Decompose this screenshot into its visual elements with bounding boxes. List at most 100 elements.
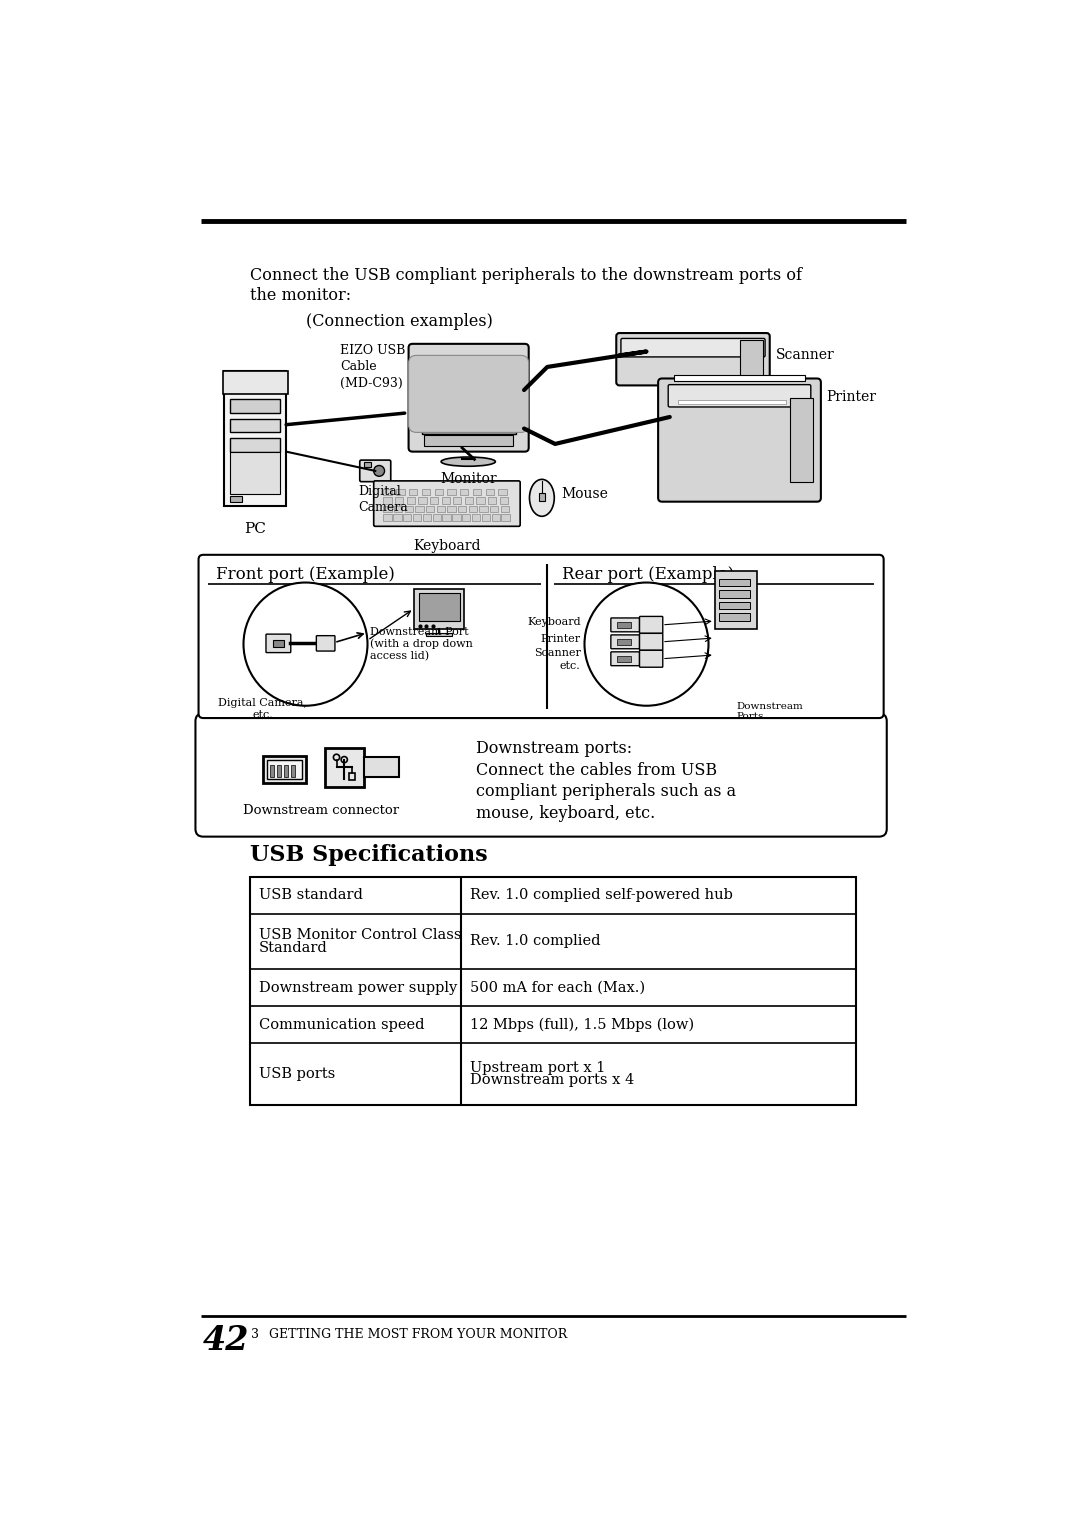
Bar <box>419 593 460 621</box>
FancyBboxPatch shape <box>621 338 765 357</box>
FancyBboxPatch shape <box>639 633 663 650</box>
Bar <box>617 656 631 662</box>
FancyBboxPatch shape <box>617 334 770 386</box>
Text: 3: 3 <box>252 1328 259 1340</box>
Text: (Connection examples): (Connection examples) <box>306 314 492 330</box>
Text: USB ports: USB ports <box>259 1067 335 1081</box>
Text: mouse, keyboard, etc.: mouse, keyboard, etc. <box>476 805 656 822</box>
Text: etc.: etc. <box>559 661 581 672</box>
Text: 42: 42 <box>203 1323 249 1357</box>
FancyBboxPatch shape <box>195 713 887 836</box>
Bar <box>383 515 392 521</box>
Text: Connect the USB compliant peripherals to the downstream ports of: Connect the USB compliant peripherals to… <box>249 267 801 284</box>
Bar <box>273 639 284 647</box>
Text: Digital
Camera: Digital Camera <box>359 484 408 513</box>
Bar <box>394 506 403 512</box>
Bar <box>230 400 280 413</box>
Bar <box>473 489 482 495</box>
Bar <box>383 489 392 495</box>
Bar <box>430 498 438 504</box>
Text: Downstream ports x 4: Downstream ports x 4 <box>470 1073 634 1087</box>
Bar <box>284 765 287 776</box>
Bar <box>499 489 507 495</box>
Bar <box>383 498 392 504</box>
Text: Monitor: Monitor <box>440 472 497 486</box>
Bar <box>383 506 392 512</box>
Text: Downstream connector: Downstream connector <box>243 804 400 818</box>
Bar <box>225 370 286 506</box>
Bar <box>393 515 402 521</box>
Text: Downstream ports:: Downstream ports: <box>476 741 632 758</box>
Circle shape <box>374 466 384 476</box>
Bar <box>403 515 411 521</box>
Bar <box>464 498 473 504</box>
Bar <box>416 506 423 512</box>
Ellipse shape <box>441 456 496 466</box>
Bar <box>491 515 500 521</box>
Bar <box>230 418 280 432</box>
Bar <box>460 489 469 495</box>
Bar <box>447 506 456 512</box>
Text: Keyboard: Keyboard <box>527 618 581 627</box>
Bar <box>500 498 508 504</box>
Bar <box>674 375 806 381</box>
Text: Printer: Printer <box>540 635 581 644</box>
Circle shape <box>243 583 367 705</box>
Text: Mouse: Mouse <box>562 487 608 501</box>
Bar <box>718 613 750 621</box>
Bar <box>476 498 485 504</box>
Text: EIZO USB
Cable
(MD-C93): EIZO USB Cable (MD-C93) <box>340 344 406 390</box>
Bar <box>718 603 750 610</box>
Bar <box>469 506 477 512</box>
FancyBboxPatch shape <box>658 378 821 501</box>
Bar <box>617 622 631 629</box>
Bar <box>422 377 515 433</box>
Bar <box>447 489 456 495</box>
Bar <box>262 756 306 782</box>
Text: Front port (Example): Front port (Example) <box>216 566 394 583</box>
Bar <box>364 758 399 778</box>
Bar <box>718 590 750 598</box>
Bar <box>501 515 510 521</box>
Text: 12 Mbps (full), 1.5 Mbps (low): 12 Mbps (full), 1.5 Mbps (low) <box>470 1017 694 1031</box>
Bar <box>443 515 450 521</box>
Text: Keyboard: Keyboard <box>413 538 481 553</box>
Text: Scanner: Scanner <box>534 649 581 658</box>
Text: USB standard: USB standard <box>259 888 363 902</box>
Bar <box>490 506 498 512</box>
Bar <box>276 765 281 776</box>
Bar <box>480 506 488 512</box>
Bar <box>349 773 355 779</box>
Bar <box>458 506 467 512</box>
FancyBboxPatch shape <box>408 355 529 432</box>
Bar <box>267 759 301 779</box>
Bar <box>230 495 242 501</box>
FancyBboxPatch shape <box>611 652 639 666</box>
FancyBboxPatch shape <box>360 460 391 481</box>
Bar <box>230 452 280 493</box>
Bar <box>405 506 413 512</box>
Bar <box>715 570 757 629</box>
Bar <box>407 498 415 504</box>
Text: Downstream Port
(with a drop down
access lid): Downstream Port (with a drop down access… <box>369 627 473 661</box>
Bar <box>718 578 750 587</box>
Text: Downstream
Ports: Downstream Ports <box>737 702 804 721</box>
Bar <box>454 498 461 504</box>
FancyBboxPatch shape <box>266 635 291 653</box>
Bar <box>434 489 443 495</box>
Bar <box>740 340 762 378</box>
Bar <box>413 515 421 521</box>
Bar <box>325 749 364 787</box>
Bar <box>249 876 855 1105</box>
Text: Rev. 1.0 complied self-powered hub: Rev. 1.0 complied self-powered hub <box>470 888 732 902</box>
Bar <box>501 506 509 512</box>
Bar <box>422 489 430 495</box>
FancyBboxPatch shape <box>316 636 335 652</box>
Bar <box>291 765 295 776</box>
Bar <box>482 515 490 521</box>
Text: USB Monitor Control Class: USB Monitor Control Class <box>259 928 461 942</box>
Text: Standard: Standard <box>259 941 327 954</box>
Bar <box>222 370 287 393</box>
FancyBboxPatch shape <box>639 650 663 667</box>
Text: Digital Camera,
etc.: Digital Camera, etc. <box>218 698 308 719</box>
